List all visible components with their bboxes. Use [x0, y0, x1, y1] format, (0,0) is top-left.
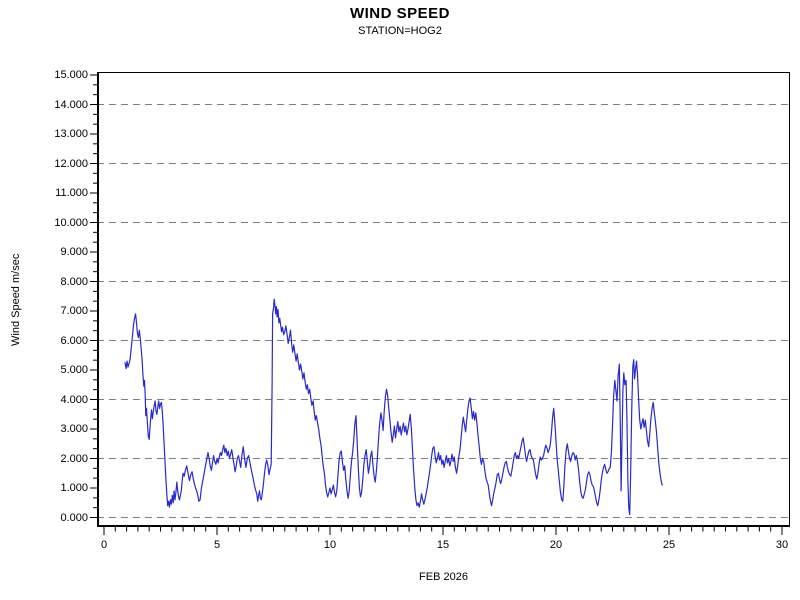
- plot-frame: [97, 72, 790, 527]
- x-tick-label: 20: [549, 539, 563, 551]
- y-tick-label: 5.000: [60, 364, 88, 376]
- y-tick-label: 10.000: [54, 216, 88, 229]
- y-tick-label: 3.000: [60, 423, 88, 435]
- y-tick-label: 12.000: [54, 157, 88, 170]
- y-tick-label: 8.000: [60, 275, 88, 288]
- y-tick-label: 14.000: [54, 98, 88, 111]
- y-tick-label: 15.000: [54, 69, 88, 81]
- gridlines: [97, 104, 790, 518]
- x-tick-label: 15: [436, 539, 450, 551]
- y-tick-label: 4.000: [60, 393, 88, 406]
- chart-title: WIND SPEED: [349, 5, 450, 22]
- y-tick-label: 0.000: [60, 511, 88, 524]
- x-tick-label: 0: [100, 539, 108, 551]
- x-tick-label: 25: [662, 539, 676, 551]
- y-tick-label: 1.000: [60, 482, 88, 494]
- x-tick-label: 10: [323, 539, 337, 551]
- y-tick-label: 13.000: [54, 128, 88, 140]
- x-tick-label: 5: [213, 539, 221, 551]
- axis-ticks: [90, 74, 783, 535]
- y-tick-label: 7.000: [60, 305, 88, 317]
- x-axis-title: FEB 2026: [419, 571, 468, 583]
- y-tick-label: 9.000: [60, 246, 88, 258]
- wind-speed-line-series: [124, 298, 663, 516]
- y-tick-label: 2.000: [60, 452, 88, 465]
- y-tick-label: 11.000: [55, 187, 88, 199]
- x-tick-label: 30: [775, 539, 789, 551]
- y-tick-label: 6.000: [60, 334, 88, 347]
- chart-subtitle: STATION=HOG2: [358, 25, 442, 37]
